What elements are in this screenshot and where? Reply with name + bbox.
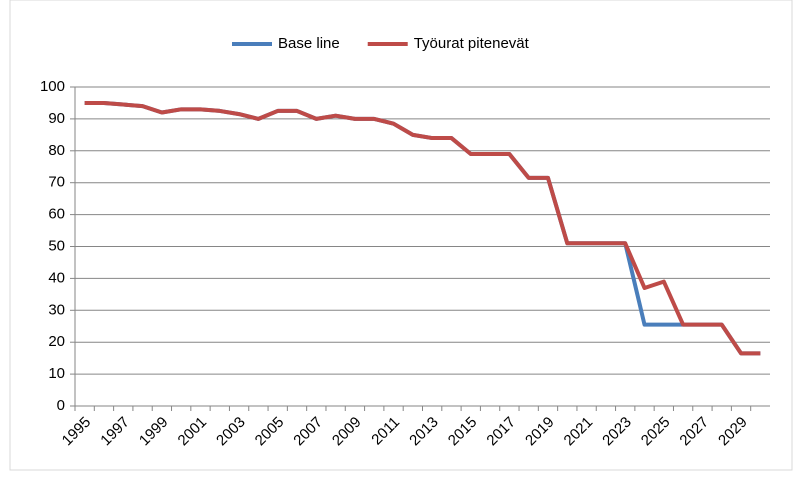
- y-tick-label: 40: [48, 269, 65, 286]
- legend-label: Base line: [278, 35, 340, 52]
- y-tick-label: 10: [48, 365, 65, 382]
- series-line: [84, 100, 761, 356]
- y-tick-label: 50: [48, 237, 65, 254]
- legend-label: Työurat pitenevät: [414, 35, 530, 52]
- y-tick-label: 20: [48, 333, 65, 350]
- y-tick-label: 60: [48, 206, 65, 223]
- y-tick-label: 80: [48, 142, 65, 159]
- y-tick-label: 0: [57, 397, 65, 414]
- chart-frame: [9, 0, 793, 471]
- y-tick-label: 30: [48, 301, 65, 318]
- y-tick-label: 100: [40, 78, 65, 95]
- y-tick-label: 70: [48, 174, 65, 191]
- y-tick-label: 90: [48, 110, 65, 127]
